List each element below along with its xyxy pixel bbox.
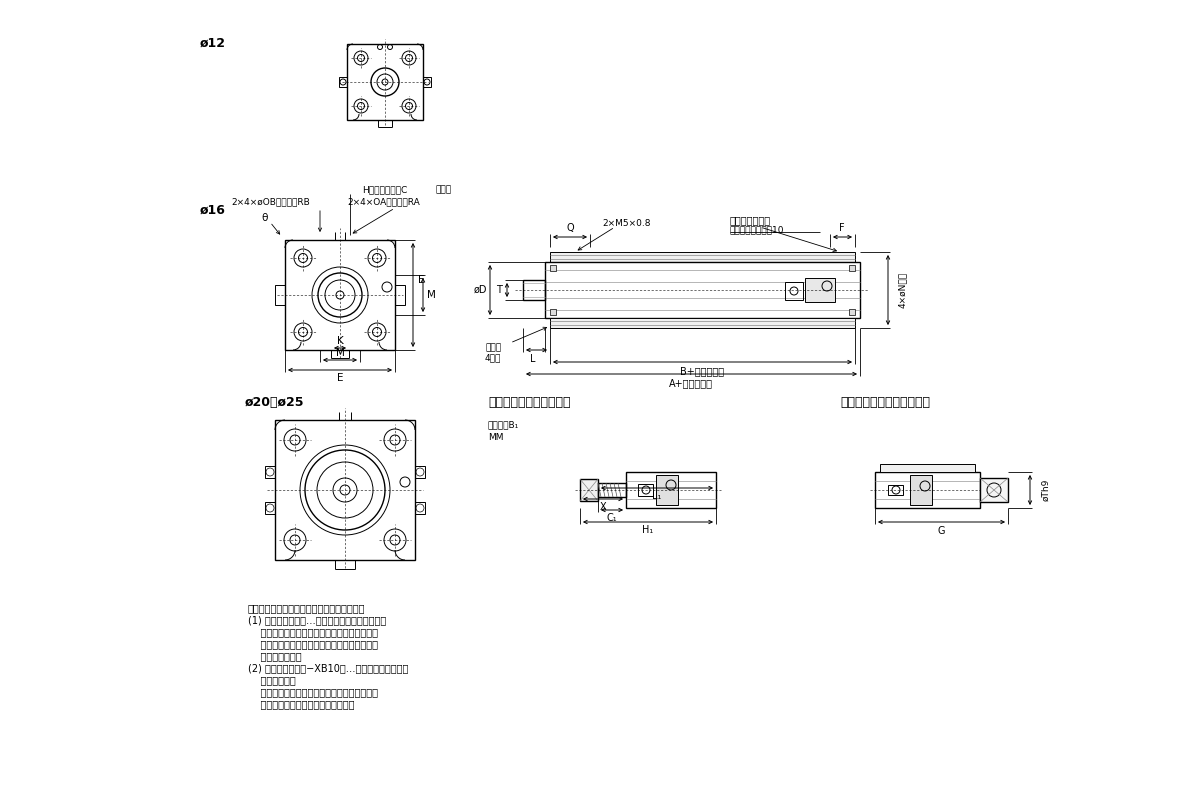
Bar — [849, 309, 855, 315]
Bar — [785, 282, 803, 300]
Text: 2×M5×0.8: 2×M5×0.8 — [603, 219, 651, 229]
Text: 平座金: 平座金 — [485, 343, 501, 353]
Text: ロッド先端おねじの場合: ロッド先端おねじの場合 — [488, 395, 570, 409]
Text: E: E — [418, 275, 424, 285]
Text: を超えるストロークは、ロングストローク寸: を超えるストロークは、ロングストローク寸 — [248, 639, 379, 649]
Text: θ: θ — [261, 213, 268, 223]
Bar — [395, 285, 405, 305]
Bar — [415, 466, 425, 478]
Bar — [805, 278, 835, 302]
Bar — [524, 280, 545, 300]
Text: また、標準ストロークを超えるストロークは: また、標準ストロークを超えるストロークは — [248, 687, 379, 697]
Bar — [276, 420, 415, 560]
Text: 注１）: 注１） — [435, 186, 452, 194]
Bar — [639, 484, 653, 496]
Text: E: E — [337, 373, 344, 383]
Text: Q: Q — [567, 223, 574, 233]
Text: ø16: ø16 — [200, 203, 226, 217]
Text: M: M — [335, 348, 345, 358]
Bar — [550, 265, 556, 271]
Text: øTh9: øTh9 — [1041, 479, 1051, 501]
Bar — [415, 502, 425, 514]
Text: 法となります。: 法となります。 — [248, 651, 302, 661]
Bar — [888, 485, 903, 495]
Bar — [627, 472, 716, 508]
Bar — [265, 502, 276, 514]
Text: L: L — [531, 354, 536, 364]
Text: 2×4×øOB座くり深RB: 2×4×øOB座くり深RB — [231, 198, 310, 206]
Text: 4け付: 4け付 — [485, 354, 502, 362]
Text: (2) 専用ボディ形（−XB10）…ストロークを加算し: (2) 専用ボディ形（−XB10）…ストロークを加算し — [248, 663, 409, 673]
Text: ロングストローク寸法となります。: ロングストローク寸法となります。 — [248, 699, 355, 709]
Text: M: M — [426, 290, 435, 300]
Bar — [910, 475, 932, 505]
Text: ヘッド側インロー付の場合: ヘッド側インロー付の場合 — [840, 395, 930, 409]
Text: X: X — [600, 502, 606, 512]
Bar — [550, 318, 855, 328]
Bar — [347, 44, 423, 120]
Text: 4×øN通し: 4×øN通し — [897, 272, 907, 308]
Bar — [980, 478, 1008, 502]
Text: A+ストローク: A+ストローク — [668, 378, 713, 388]
Text: 同一寸法となります。また、標準ストローク: 同一寸法となります。また、標準ストローク — [248, 627, 379, 637]
Text: øD: øD — [473, 285, 486, 295]
Text: ø20・ø25: ø20・ø25 — [246, 395, 304, 409]
Bar — [285, 240, 395, 350]
Text: H₁: H₁ — [642, 525, 654, 535]
Bar — [339, 77, 347, 87]
Bar — [550, 252, 855, 262]
Text: リード線最小曲卉10: リード線最小曲卉10 — [730, 226, 785, 234]
Text: B+ストローク: B+ストローク — [680, 366, 724, 376]
Bar — [580, 479, 598, 501]
Text: K: K — [337, 336, 344, 346]
Text: ・中間ストロークの長手方向寸法の算出方法: ・中間ストロークの長手方向寸法の算出方法 — [248, 603, 365, 613]
Bar — [881, 464, 975, 472]
Text: ø12: ø12 — [200, 37, 226, 50]
Text: Hねじ有効深さC: Hねじ有効深さC — [362, 186, 407, 194]
Bar — [265, 466, 276, 478]
Bar — [545, 262, 860, 318]
Text: F: F — [839, 223, 845, 233]
Text: 六觓対辺B₁: 六觓対辺B₁ — [488, 421, 519, 430]
Bar — [423, 77, 431, 87]
Bar — [550, 309, 556, 315]
Text: T: T — [496, 285, 502, 295]
Text: MM: MM — [488, 433, 503, 442]
Text: (1) スペーサ装着形…最も近く長いストロークと: (1) スペーサ装着形…最も近く長いストロークと — [248, 615, 386, 625]
Bar — [875, 472, 980, 508]
Text: C₁: C₁ — [606, 513, 617, 523]
Text: てください。: てください。 — [248, 675, 296, 685]
Bar — [276, 285, 285, 305]
Text: オートスイッチ: オートスイッチ — [730, 215, 772, 225]
Bar — [849, 265, 855, 271]
Bar — [598, 483, 627, 497]
Text: L₁: L₁ — [653, 491, 661, 501]
Bar — [657, 475, 678, 505]
Text: G: G — [937, 526, 945, 536]
Text: 2×4×OA有効深さRA: 2×4×OA有効深さRA — [347, 198, 420, 206]
